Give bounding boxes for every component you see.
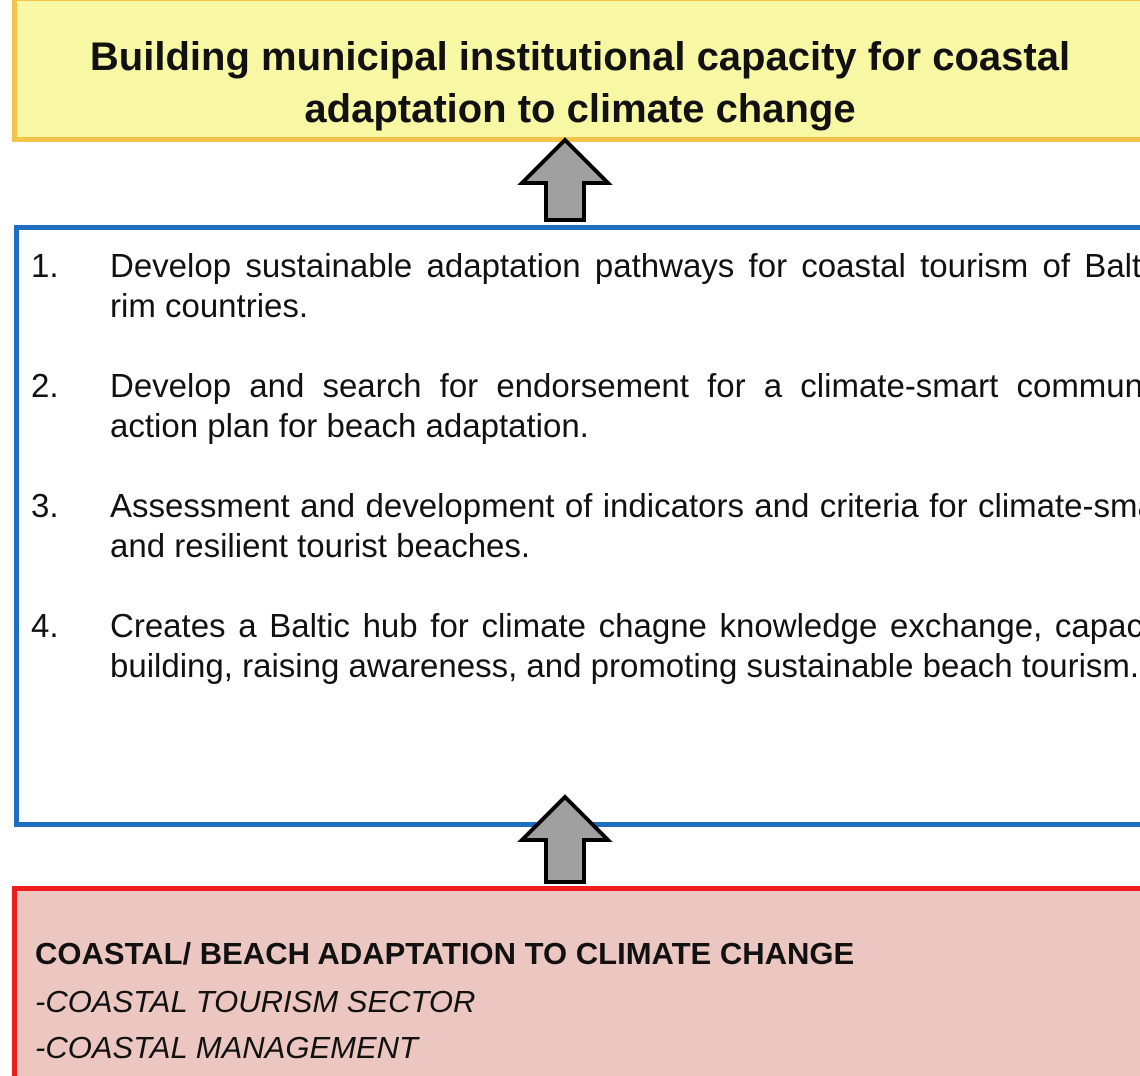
context-line: -COASTAL MANAGEMENT — [35, 1030, 418, 1065]
context-box: COASTAL/ BEACH ADAPTATION TO CLIMATE CHA… — [12, 886, 1140, 1076]
objective-item: 1. Develop sustainable adaptation pathway… — [31, 246, 1140, 326]
up-arrow — [517, 137, 613, 222]
objective-item: 3. Assessment and development of indicato… — [31, 486, 1140, 566]
item-number: 3. — [31, 487, 59, 524]
goal-title: Building municipal institutional capacit… — [89, 35, 1071, 131]
item-number: 2. — [31, 367, 59, 404]
item-text: Assessment and development of indicators… — [110, 487, 1140, 564]
item-text: Develop sustainable adaptation pathways … — [110, 247, 1140, 324]
item-text: Creates a Baltic hub for climate chagne … — [110, 607, 1140, 684]
context-line: -COASTAL TOURISM SECTOR — [35, 984, 476, 1019]
item-number: 4. — [31, 607, 59, 644]
objective-item: 2. Develop and search for endorsement for… — [31, 366, 1140, 446]
item-text: Develop and search for endorsement for a… — [110, 367, 1140, 444]
goal-box: Building municipal institutional capacit… — [12, 0, 1140, 142]
objectives-box: 1. Develop sustainable adaptation pathway… — [14, 225, 1140, 827]
item-number: 1. — [31, 247, 59, 284]
objective-item: 4. Creates a Baltic hub for climate chagn… — [31, 606, 1140, 686]
context-heading: COASTAL/ BEACH ADAPTATION TO CLIMATE CHA… — [35, 936, 855, 971]
